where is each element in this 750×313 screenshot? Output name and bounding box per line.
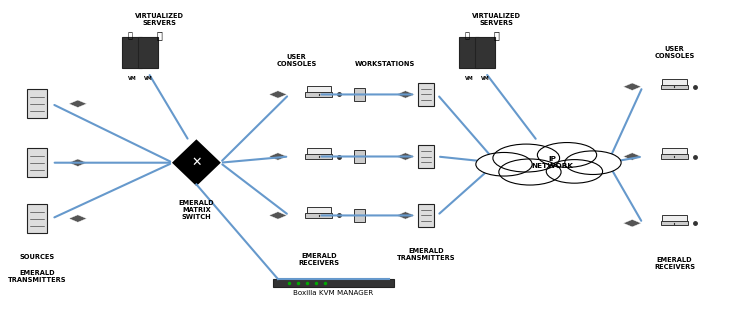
- Polygon shape: [623, 153, 641, 160]
- FancyBboxPatch shape: [354, 88, 365, 101]
- FancyBboxPatch shape: [662, 85, 688, 89]
- FancyBboxPatch shape: [662, 215, 687, 223]
- FancyBboxPatch shape: [307, 86, 331, 95]
- FancyBboxPatch shape: [274, 279, 394, 287]
- FancyBboxPatch shape: [138, 37, 158, 69]
- Text: WORKSTATIONS: WORKSTATIONS: [356, 60, 416, 67]
- Polygon shape: [69, 159, 87, 167]
- Text: VM: VM: [481, 76, 490, 81]
- FancyBboxPatch shape: [662, 221, 688, 225]
- Polygon shape: [269, 212, 286, 219]
- Text: 🐧: 🐧: [464, 31, 470, 40]
- FancyBboxPatch shape: [662, 79, 687, 87]
- Polygon shape: [397, 91, 414, 98]
- FancyBboxPatch shape: [305, 154, 332, 159]
- FancyBboxPatch shape: [459, 37, 479, 69]
- FancyBboxPatch shape: [662, 154, 688, 159]
- Text: EMERALD
RECEIVERS: EMERALD RECEIVERS: [298, 253, 339, 266]
- Text: VIRTUALIZED
SERVERS: VIRTUALIZED SERVERS: [135, 13, 184, 26]
- FancyBboxPatch shape: [305, 92, 332, 97]
- Text: EMERALD
TRANSMITTERS: EMERALD TRANSMITTERS: [8, 270, 66, 283]
- Text: 🌐: 🌐: [494, 30, 500, 40]
- FancyBboxPatch shape: [418, 145, 434, 168]
- Text: 🌐: 🌐: [157, 30, 162, 40]
- Polygon shape: [170, 138, 222, 187]
- Text: SOURCES: SOURCES: [20, 254, 55, 260]
- Text: 🐧: 🐧: [128, 31, 132, 40]
- FancyBboxPatch shape: [122, 37, 142, 69]
- Text: USER
CONSOLES: USER CONSOLES: [654, 46, 694, 59]
- FancyBboxPatch shape: [28, 204, 46, 233]
- Polygon shape: [124, 61, 142, 69]
- FancyBboxPatch shape: [28, 89, 46, 118]
- Text: VM: VM: [128, 76, 136, 81]
- FancyBboxPatch shape: [662, 148, 687, 156]
- Polygon shape: [69, 215, 87, 222]
- Polygon shape: [623, 219, 641, 227]
- FancyBboxPatch shape: [476, 37, 496, 69]
- Polygon shape: [269, 153, 286, 160]
- FancyBboxPatch shape: [354, 150, 365, 163]
- Text: IP
NETWORK: IP NETWORK: [531, 156, 573, 169]
- FancyBboxPatch shape: [418, 83, 434, 106]
- FancyBboxPatch shape: [305, 213, 332, 218]
- Text: VIRTUALIZED
SERVERS: VIRTUALIZED SERVERS: [472, 13, 521, 26]
- Polygon shape: [69, 100, 87, 107]
- Text: ✕: ✕: [191, 156, 202, 169]
- Text: VM: VM: [465, 76, 473, 81]
- FancyBboxPatch shape: [28, 148, 46, 177]
- Text: EMERALD
MATRIX
SWITCH: EMERALD MATRIX SWITCH: [178, 200, 214, 220]
- Polygon shape: [623, 83, 641, 90]
- Text: EMERALD
TRANSMITTERS: EMERALD TRANSMITTERS: [397, 248, 455, 261]
- FancyBboxPatch shape: [307, 208, 331, 216]
- Text: EMERALD
RECEIVERS: EMERALD RECEIVERS: [654, 257, 695, 270]
- Polygon shape: [397, 153, 414, 160]
- Polygon shape: [269, 91, 286, 98]
- Polygon shape: [397, 212, 414, 219]
- Polygon shape: [462, 61, 479, 69]
- Text: Boxilla KVM MANAGER: Boxilla KVM MANAGER: [293, 290, 374, 296]
- Text: USER
CONSOLES: USER CONSOLES: [276, 54, 316, 67]
- Text: VM: VM: [144, 76, 152, 81]
- FancyBboxPatch shape: [354, 209, 365, 222]
- FancyBboxPatch shape: [307, 148, 331, 156]
- FancyBboxPatch shape: [418, 204, 434, 227]
